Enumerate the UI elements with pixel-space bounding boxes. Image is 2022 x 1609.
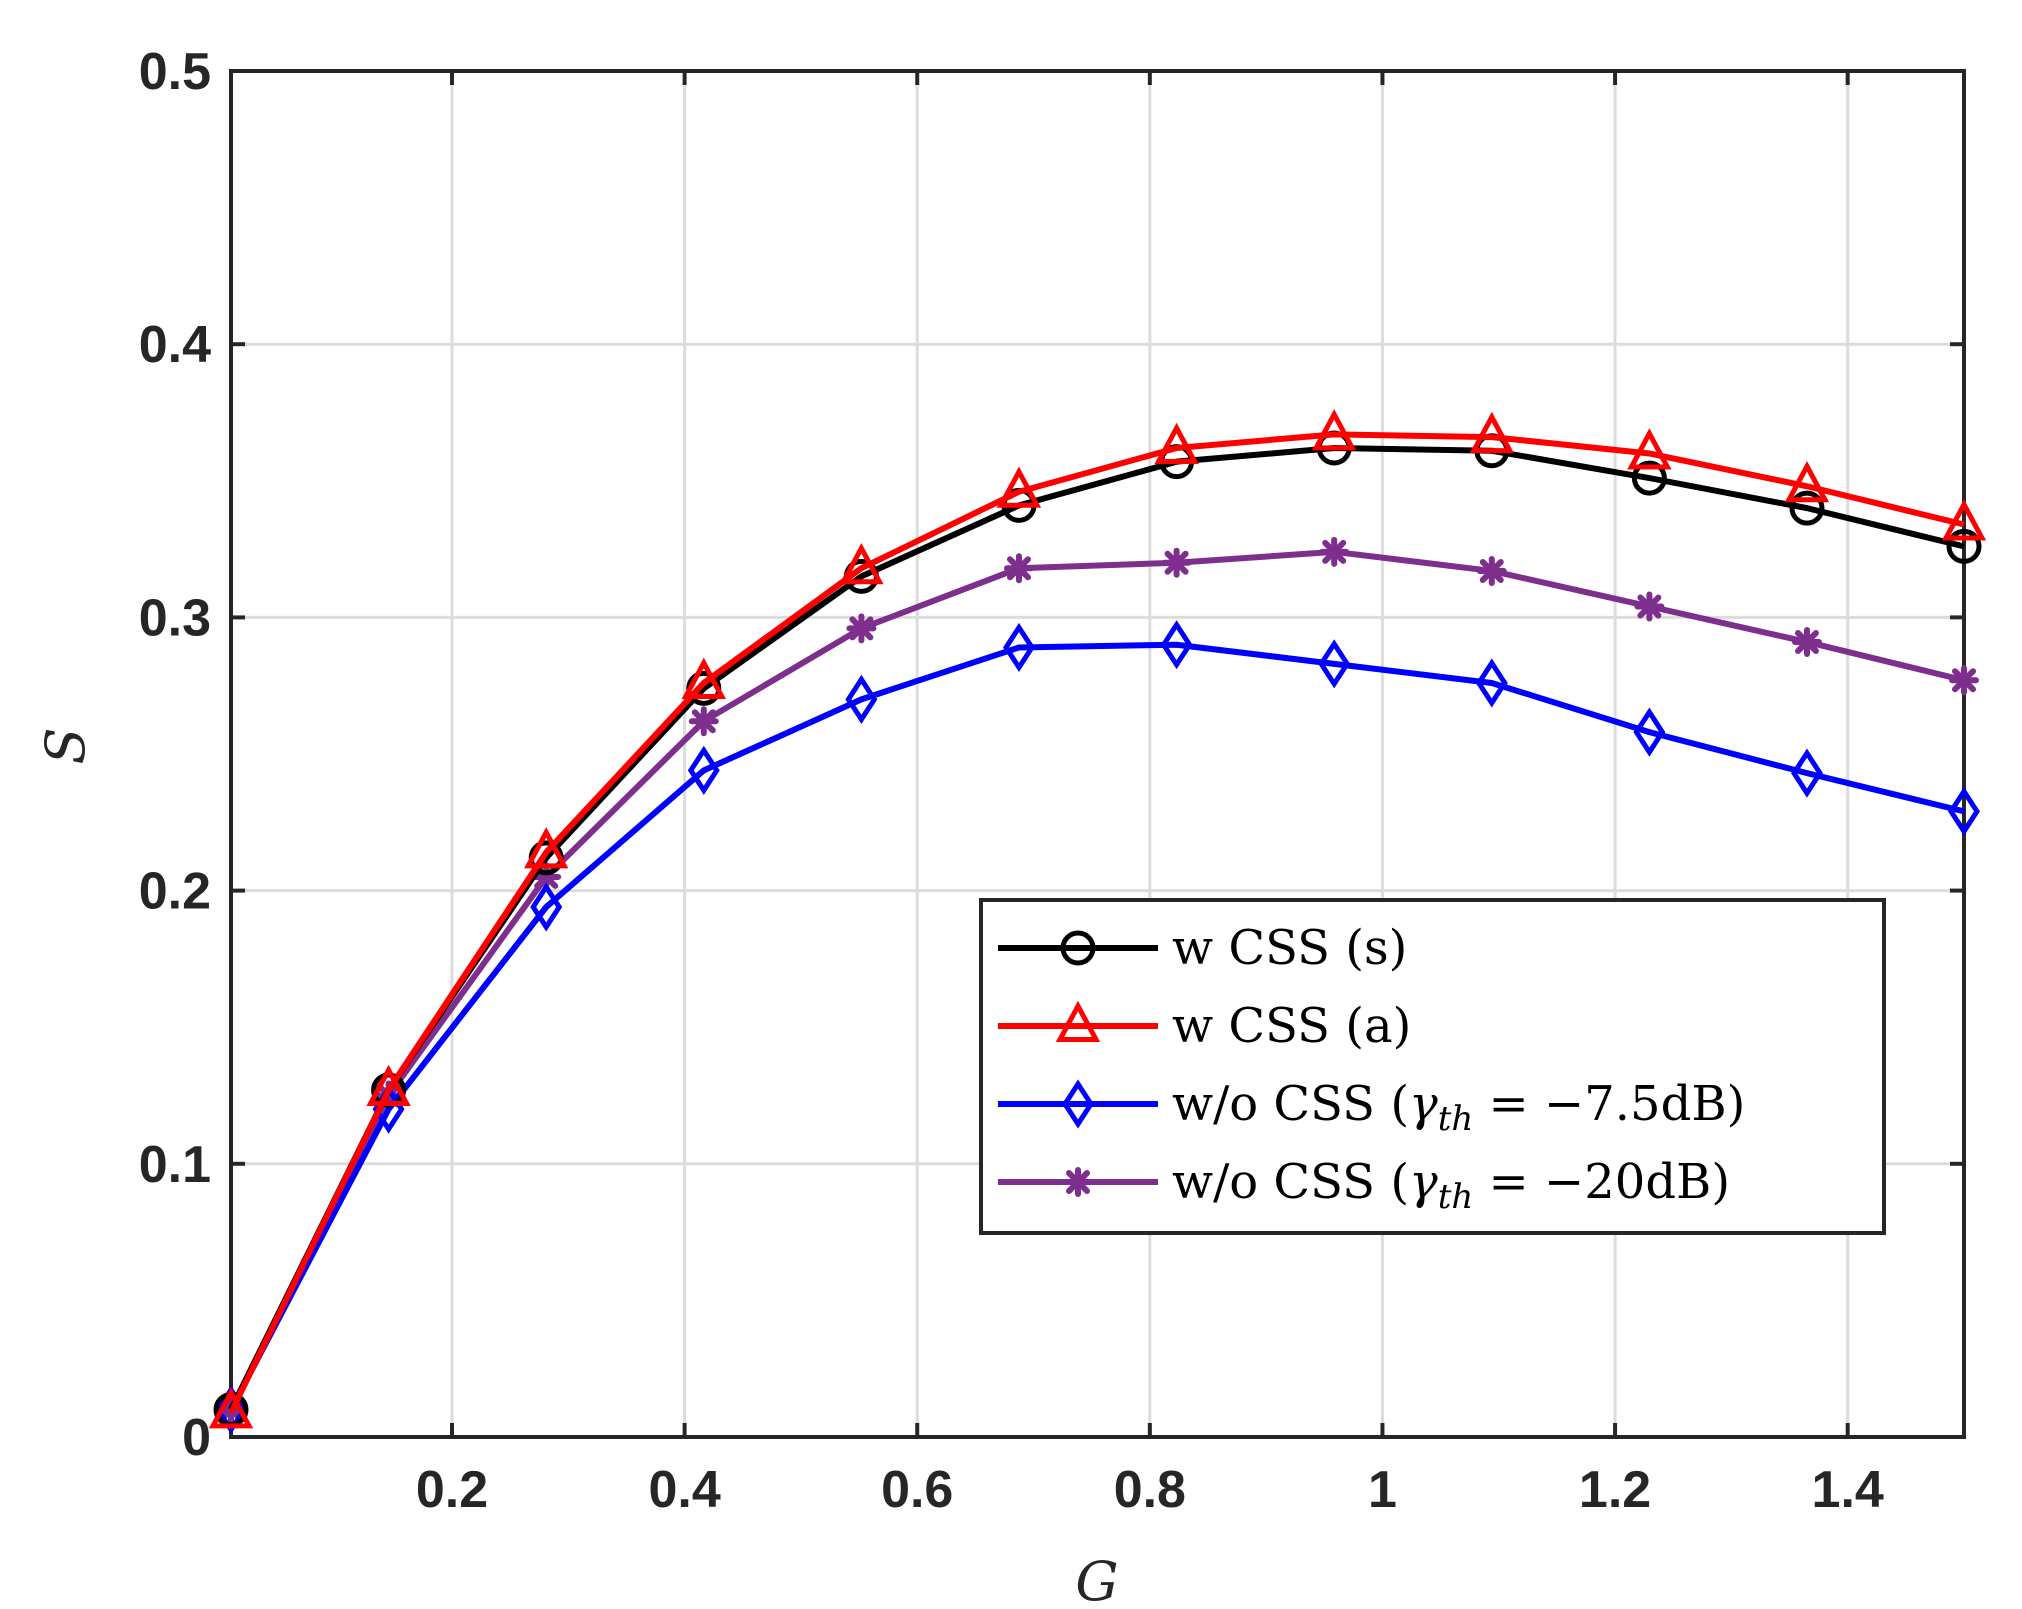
- data-point-marker: [846, 613, 877, 644]
- data-point-marker: [996, 466, 1042, 508]
- legend-label: w CSS (a): [1172, 998, 1411, 1054]
- data-point-marker: [1476, 555, 1507, 586]
- asterisk-stroke: [691, 709, 716, 734]
- series-line: [228, 641, 1965, 1412]
- data-point-marker: [839, 542, 884, 585]
- data-series: [208, 409, 1987, 1435]
- data-point-marker: [687, 745, 720, 795]
- data-point-marker: [1003, 553, 1034, 584]
- legend-label-rest: = −7.5dB): [1473, 1076, 1745, 1132]
- series-line: [228, 431, 1965, 1414]
- y-tick-label: 0.1: [139, 1136, 211, 1194]
- data-point-marker: [845, 674, 878, 724]
- asterisk-stroke: [1794, 629, 1819, 654]
- data-point-marker: [688, 706, 719, 737]
- data-point-marker: [1469, 411, 1514, 454]
- data-point-marker: [1160, 620, 1193, 670]
- data-point-marker: [366, 1064, 411, 1107]
- data-point-marker: [1312, 409, 1357, 451]
- legend-marker: [1055, 1000, 1101, 1042]
- y-tick-label: 0: [182, 1409, 211, 1467]
- x-axis-label: G: [1075, 1550, 1118, 1609]
- legend-item[interactable]: w CSS (s): [998, 920, 1407, 976]
- legend-label-subscript: th: [1438, 1099, 1474, 1139]
- x-tick-label: 1: [1368, 1461, 1397, 1519]
- legend-label-main: w CSS (s): [1172, 920, 1407, 976]
- data-point-marker: [1003, 622, 1035, 673]
- asterisk-stroke: [1164, 550, 1189, 575]
- legend-label-subscript: th: [1438, 1177, 1474, 1217]
- data-point-marker: [1949, 665, 1979, 696]
- series-3: [215, 620, 1980, 1435]
- legend-marker: [1062, 1079, 1094, 1129]
- data-point-marker: [1633, 707, 1666, 757]
- asterisk-stroke: [1479, 558, 1504, 583]
- x-tick-label: 1.2: [1579, 1461, 1651, 1519]
- asterisk-stroke: [1952, 668, 1976, 693]
- data-point-marker: [1161, 547, 1192, 578]
- legend-label: w/o CSS (γth = −20dB): [1172, 1154, 1730, 1217]
- data-point-marker: [1318, 639, 1351, 689]
- data-point-marker: [681, 657, 726, 699]
- series-2: [208, 409, 1987, 1429]
- tick-labels: 0.2 0.4 0.6 0.8 1 1.2 1.4 0 0.1 0.2 0.3 0.4 0.5: [139, 43, 1884, 1519]
- data-point-marker: [1627, 428, 1672, 470]
- legend[interactable]: w CSS (s)w CSS (a)w/o CSS (γth = −7.5dB)…: [979, 898, 1886, 1235]
- data-point-marker: [1784, 460, 1830, 503]
- x-tick-label: 0.4: [648, 1461, 720, 1519]
- x-tick-label: 0.6: [881, 1461, 953, 1519]
- legend-marker: [1060, 930, 1096, 966]
- data-point-marker: [1791, 626, 1822, 657]
- legend-label-main: w/o CSS (: [1172, 1076, 1409, 1132]
- legend-label: w/o CSS (γth = −7.5dB): [1172, 1076, 1745, 1139]
- legend-label-gamma: γ: [1409, 1154, 1438, 1210]
- legend-label-main: w/o CSS (: [1172, 1154, 1409, 1210]
- x-tick-label: 0.8: [1114, 1461, 1186, 1519]
- data-point-marker: [1475, 658, 1508, 708]
- y-tick-label: 0.4: [139, 316, 211, 374]
- legend-box: [979, 898, 1886, 1235]
- data-point-marker: [1634, 591, 1665, 622]
- y-tick-label: 0.5: [139, 43, 211, 101]
- data-point-marker: [215, 1385, 247, 1435]
- data-point-marker: [1948, 786, 1980, 836]
- y-tick-label: 0.2: [139, 863, 211, 921]
- asterisk-stroke: [849, 616, 874, 641]
- legend-label-gamma: γ: [1409, 1076, 1438, 1132]
- x-tick-label: 1.4: [1812, 1461, 1884, 1519]
- data-point-marker: [1789, 490, 1825, 526]
- axis-ticks: [231, 69, 1964, 1439]
- asterisk-stroke: [1066, 1170, 1090, 1194]
- asterisk-stroke: [1637, 594, 1662, 619]
- data-point-marker: [1946, 528, 1982, 564]
- data-point-marker: [1154, 422, 1199, 465]
- x-tick-label: 0.2: [416, 1461, 488, 1519]
- legend-item[interactable]: w/o CSS (γth = −20dB): [998, 1154, 1730, 1217]
- data-point-marker: [530, 882, 563, 932]
- legend-label: w CSS (s): [1172, 920, 1407, 976]
- legend-item[interactable]: w/o CSS (γth = −7.5dB): [998, 1076, 1745, 1139]
- data-point-marker: [1319, 536, 1350, 567]
- legend-item[interactable]: w CSS (a): [998, 998, 1411, 1054]
- data-point-marker: [1791, 748, 1823, 798]
- axes-frame: [229, 69, 1966, 1439]
- asterisk-stroke: [1322, 539, 1347, 564]
- asterisk-stroke: [1006, 556, 1031, 581]
- y-axis-label: S: [34, 728, 97, 765]
- legend-marker: [1063, 1167, 1093, 1197]
- data-point-marker: [524, 827, 569, 869]
- y-tick-label: 0.3: [139, 589, 211, 647]
- legend-label-main: w CSS (a): [1172, 998, 1411, 1054]
- data-point-marker: [208, 1387, 254, 1429]
- data-point-marker: [1631, 460, 1667, 496]
- series-line: [228, 548, 1965, 1412]
- data-point-marker: [1941, 499, 1987, 541]
- legend-label-rest: = −20dB): [1473, 1154, 1730, 1210]
